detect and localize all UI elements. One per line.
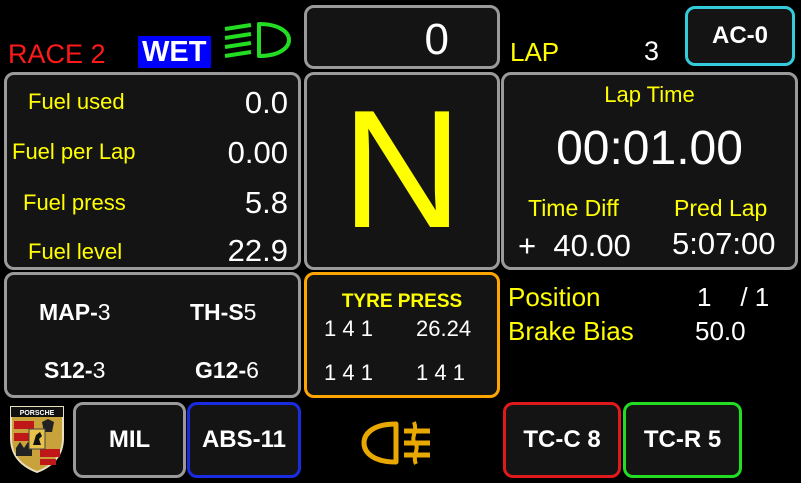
tyre-pressure-title: TYRE PRESS bbox=[341, 291, 463, 312]
tc-c-button[interactable]: TC-C 8 bbox=[503, 402, 621, 478]
position-label: Position bbox=[508, 282, 601, 312]
rear-fog-light-icon bbox=[361, 421, 430, 465]
position-value: 1 / 1 bbox=[697, 282, 770, 312]
g12-setting: G12-6 bbox=[195, 359, 259, 382]
tyre-pressure-panel: TYRE PRESS 1 4 1 26.24 1 4 1 1 4 1 bbox=[304, 272, 500, 398]
lap-time-title: Lap Time bbox=[604, 82, 695, 107]
brake-bias-label: Brake Bias bbox=[508, 316, 634, 346]
tyre-rear-right: 1 4 1 bbox=[416, 360, 465, 385]
lap-label: LAP bbox=[510, 37, 560, 67]
fuel-per-lap-value: 0.00 bbox=[227, 135, 288, 170]
ac-button[interactable]: AC-0 bbox=[685, 6, 795, 66]
s12-setting-value: 3 bbox=[92, 357, 106, 383]
th-s-setting-name: TH-S bbox=[190, 299, 244, 325]
fuel-press-label: Fuel press bbox=[23, 190, 126, 215]
speed-panel: 0 bbox=[304, 5, 500, 69]
gear-panel: N bbox=[304, 72, 500, 270]
speed-value: 0 bbox=[424, 15, 449, 64]
lap-value: 3 bbox=[644, 36, 660, 66]
map-setting-name: MAP- bbox=[39, 299, 98, 325]
fuel-used-value: 0.0 bbox=[244, 85, 288, 120]
logo-wordmark: PORSCHE bbox=[20, 410, 55, 417]
abs-button[interactable]: ABS-11 bbox=[187, 402, 301, 478]
time-diff-label: Time Diff bbox=[528, 195, 619, 221]
tyre-front-right: 26.24 bbox=[416, 316, 472, 341]
g12-setting-name: G12- bbox=[195, 357, 247, 383]
tyre-front-left: 1 4 1 bbox=[324, 316, 373, 341]
pred-lap-value: 5:07:00 bbox=[672, 226, 776, 261]
fuel-level-value: 22.9 bbox=[227, 233, 288, 268]
map-setting: MAP-3 bbox=[39, 301, 111, 324]
headlight-icon bbox=[224, 22, 291, 58]
g12-setting-value: 6 bbox=[246, 357, 259, 383]
fuel-panel: Fuel used 0.0 Fuel per Lap 0.00 Fuel pre… bbox=[4, 72, 301, 270]
lap-time-panel: Lap Time 00:01.00 Time Diff + 40.00 Pred… bbox=[501, 72, 798, 270]
mil-button[interactable]: MIL bbox=[73, 402, 186, 478]
fuel-used-label: Fuel used bbox=[28, 89, 125, 114]
s12-setting: S12-3 bbox=[44, 359, 105, 382]
lap-time-value: 00:01.00 bbox=[556, 122, 743, 175]
gear-indicator: N bbox=[341, 75, 463, 263]
tyre-rear-left: 1 4 1 bbox=[324, 360, 373, 385]
track-condition-badge: WET bbox=[138, 36, 212, 68]
time-diff-value: + 40.00 bbox=[518, 228, 631, 263]
porsche-crest-logo: PORSCHE bbox=[10, 406, 64, 474]
map-setting-value: 3 bbox=[97, 299, 111, 325]
th-s-setting-value: 5 bbox=[243, 299, 257, 325]
fuel-level-label: Fuel level bbox=[28, 239, 123, 264]
s12-setting-name: S12- bbox=[44, 357, 93, 383]
fuel-press-value: 5.8 bbox=[244, 185, 288, 220]
session-label: RACE 2 bbox=[8, 39, 106, 69]
tc-r-button[interactable]: TC-R 5 bbox=[623, 402, 742, 478]
fuel-per-lap-label: Fuel per Lap bbox=[12, 139, 136, 164]
car-settings-panel: MAP-3 TH-S5 S12-3 G12-6 bbox=[4, 272, 301, 398]
th-s-setting: TH-S5 bbox=[190, 301, 256, 324]
pred-lap-label: Pred Lap bbox=[674, 195, 768, 221]
brake-bias-value: 50.0 bbox=[695, 316, 746, 346]
